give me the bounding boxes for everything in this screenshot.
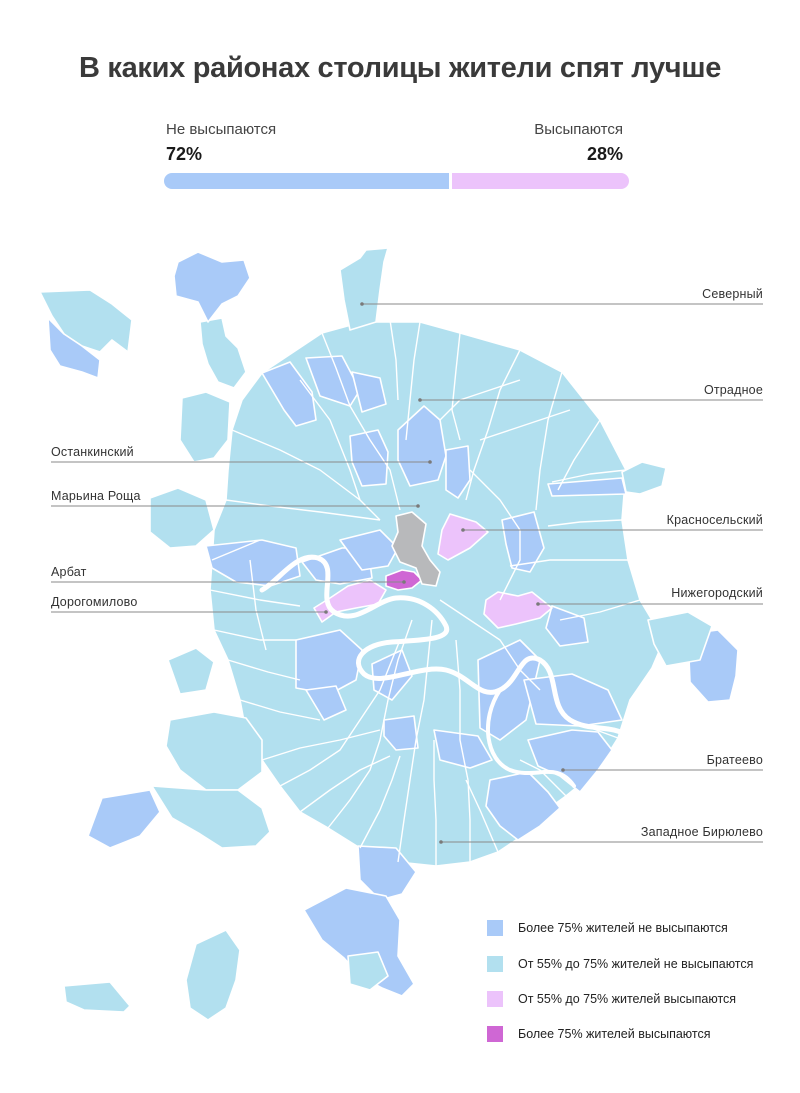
district-s3 <box>347 951 389 991</box>
district-borders <box>209 319 641 866</box>
district-s-blue-2 <box>383 715 419 751</box>
label-dorogomilovo: Дорогомилово <box>51 595 138 609</box>
district-krasnoselsky <box>437 513 489 561</box>
district-n-blue-1 <box>261 361 317 427</box>
district-far-sw-blue <box>87 789 161 849</box>
legend-label: От 55% до 75% жителей высыпаются <box>518 992 737 1006</box>
districts-layer <box>39 247 739 1021</box>
not-sleep-bar <box>164 173 449 189</box>
district-nizhegorodsky <box>483 591 553 629</box>
district-w3 <box>167 647 215 695</box>
district-sw-blue-2 <box>305 685 347 721</box>
district-e-blue-1 <box>501 511 545 573</box>
district-nw-cluster <box>199 317 247 389</box>
callout-lines <box>51 303 763 843</box>
district-s-blue-strip <box>485 771 561 841</box>
district-sw-blue-1 <box>295 629 363 695</box>
legend-label: От 55% до 75% жителей не высыпаются <box>518 957 754 971</box>
sleep-bar <box>452 173 629 189</box>
label-nizhegorodsky: Нижегородский <box>671 586 763 600</box>
district-arbat <box>385 569 423 591</box>
district-zelenograd <box>39 289 133 353</box>
district-e-small <box>621 461 667 495</box>
sleep-label: Высыпаются <box>534 121 623 138</box>
page-title: В каких районах столицы жители спят лучш… <box>78 52 722 84</box>
district-e-blue-strip <box>547 477 627 497</box>
district-far-s <box>185 929 241 1021</box>
moskva-river <box>259 554 631 739</box>
legend-swatch <box>487 1026 503 1042</box>
district-far-s2 <box>63 981 131 1013</box>
sleep-value: 28% <box>586 144 623 164</box>
district-s2-blue <box>303 887 415 997</box>
district-n-blue-2 <box>305 355 361 407</box>
district-otradnoe-blue <box>397 405 447 487</box>
district-e-side <box>647 611 713 667</box>
callout-dots <box>324 302 565 844</box>
district-se-blue-3 <box>433 729 493 769</box>
district-ne-blue <box>445 445 471 499</box>
district-n-blue-3 <box>351 371 387 413</box>
city-main-body <box>209 321 665 867</box>
legend-label: Более 75% жителей не высыпаются <box>518 921 728 935</box>
district-sw-ring <box>165 711 263 791</box>
not-sleep-value: 72% <box>166 144 203 164</box>
label-arbat: Арбат <box>51 565 87 579</box>
legend-swatch <box>487 920 503 936</box>
district-zelenograd-blue <box>47 317 101 379</box>
district-w1 <box>179 391 231 463</box>
district-center-grey <box>391 511 441 587</box>
label-severny: Северный <box>702 287 763 301</box>
legend-label: Более 75% жителей высыпаются <box>518 1027 711 1041</box>
district-w-blue-1 <box>205 539 301 587</box>
label-zapadnoe-biryulevo: Западное Бирюлево <box>640 825 763 839</box>
label-brateevo: Братеево <box>706 753 763 767</box>
legend-swatch <box>487 991 503 1007</box>
district-s1-blue <box>357 845 417 901</box>
label-maryina-roshcha: Марьина Роща <box>51 489 141 503</box>
district-se-blue-2 <box>523 673 623 727</box>
district-sw-out <box>151 785 271 849</box>
district-severny <box>339 247 389 331</box>
not-sleep-label: Не высыпаются <box>166 121 277 138</box>
district-center-blue <box>339 529 399 571</box>
district-nw-blue <box>173 251 251 323</box>
label-krasnoselsky: Красносельский <box>666 513 763 527</box>
label-ostankinsky: Останкинский <box>51 445 134 459</box>
legend-swatch <box>487 956 503 972</box>
district-w2 <box>149 487 215 549</box>
label-otradnoe: Отрадное <box>703 383 763 397</box>
